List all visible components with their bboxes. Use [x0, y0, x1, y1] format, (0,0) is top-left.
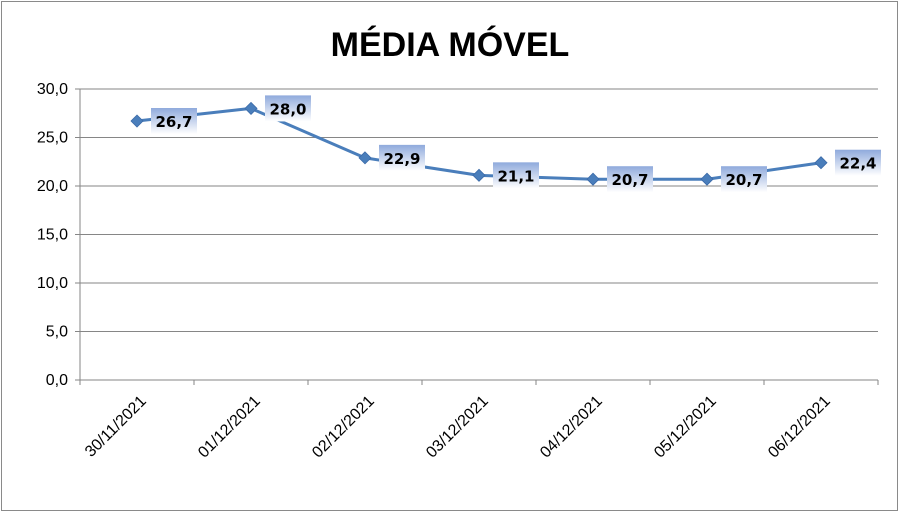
data-label: 21,1	[497, 167, 534, 185]
data-point-marker	[130, 114, 144, 128]
data-label-box	[835, 149, 881, 176]
data-label: 28,0	[269, 100, 306, 118]
data-label: 20,7	[725, 171, 762, 189]
data-label-box	[151, 108, 197, 135]
y-tick-label: 25,0	[37, 130, 68, 147]
y-tick-label: 10,0	[37, 275, 68, 292]
data-label-box	[379, 144, 425, 171]
data-point-marker	[700, 172, 714, 186]
y-tick-label: 0,0	[46, 372, 68, 389]
data-label: 20,7	[611, 171, 648, 189]
gridlines	[80, 88, 878, 381]
y-tick-label: 20,0	[37, 178, 68, 195]
data-label: 26,7	[155, 113, 192, 131]
x-tick-label: 30/11/2021	[82, 393, 150, 461]
x-tick-label: 05/12/2021	[651, 393, 720, 462]
x-tick-label: 03/12/2021	[423, 393, 492, 462]
y-axis: 0,0 5,0 10,0 15,0 20,0 25,0 30,0	[37, 81, 81, 389]
x-tick-label: 06/12/2021	[765, 393, 834, 462]
data-label-box	[607, 166, 653, 193]
data-point-marker	[814, 156, 828, 170]
series-line	[130, 101, 828, 186]
chart-title: MÉDIA MÓVEL	[331, 26, 570, 64]
data-point-marker	[358, 151, 372, 165]
x-axis: 30/11/2021 01/12/2021 02/12/2021 03/12/2021…	[79, 379, 879, 462]
y-tick-label: 30,0	[37, 81, 68, 98]
series-polyline	[136, 106, 822, 181]
x-tick-label: 04/12/2021	[537, 393, 606, 462]
data-label-box	[265, 95, 311, 122]
data-label-box	[721, 166, 767, 193]
data-labels: 26,7 28,0 22,9 21,1 20,7 20,7 22,4	[151, 95, 881, 193]
data-label: 22,9	[383, 150, 420, 168]
data-point-marker	[472, 168, 486, 182]
data-label: 22,4	[839, 155, 876, 173]
x-tick-label: 01/12/2021	[195, 393, 264, 462]
y-tick-label: 5,0	[46, 324, 68, 341]
data-point-marker	[586, 172, 600, 186]
x-tick-label: 02/12/2021	[309, 393, 378, 462]
data-label-box	[493, 162, 539, 189]
data-point-marker	[244, 101, 258, 115]
y-tick-label: 15,0	[37, 227, 68, 244]
